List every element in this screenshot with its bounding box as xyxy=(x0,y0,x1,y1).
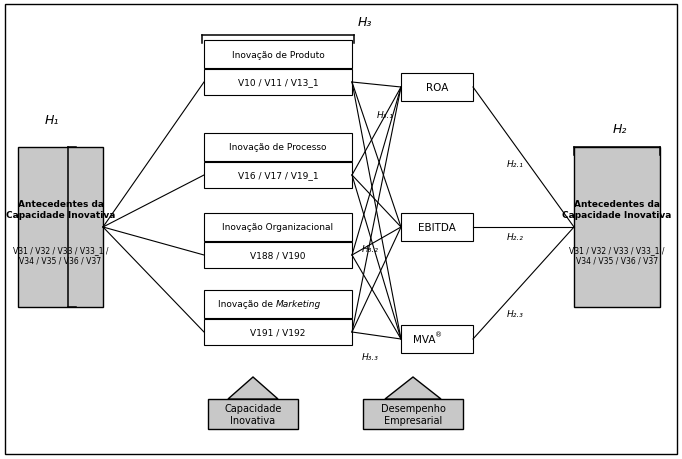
Text: H₃: H₃ xyxy=(358,16,372,28)
Text: V16 / V17 / V19_1: V16 / V17 / V19_1 xyxy=(238,171,318,180)
Bar xyxy=(363,399,463,429)
Text: H₁: H₁ xyxy=(45,113,59,126)
Text: V191 / V192: V191 / V192 xyxy=(250,328,306,337)
Text: Inovação de: Inovação de xyxy=(218,300,276,309)
Text: H₂.₂: H₂.₂ xyxy=(507,233,524,242)
Text: H₃.₂: H₃.₂ xyxy=(361,245,379,254)
Text: Inovação de Produto: Inovação de Produto xyxy=(232,50,325,59)
Bar xyxy=(204,70,352,96)
Polygon shape xyxy=(228,377,278,399)
Text: Capacidade
Inovativa: Capacidade Inovativa xyxy=(224,403,282,425)
Text: Antecedentes da
Capacidade Inovativa: Antecedentes da Capacidade Inovativa xyxy=(563,200,672,219)
Text: V31 / V32 / V33 / V33_1 /
V34 / V35 / V36 / V37: V31 / V32 / V33 / V33_1 / V34 / V35 / V3… xyxy=(569,246,665,265)
Text: MVA: MVA xyxy=(413,334,435,344)
Bar xyxy=(204,213,352,241)
Bar xyxy=(204,319,352,345)
Text: Inovação de Processo: Inovação de Processo xyxy=(229,143,327,152)
Text: EBITDA: EBITDA xyxy=(418,223,456,233)
Text: V188 / V190: V188 / V190 xyxy=(250,251,306,260)
Bar xyxy=(18,148,103,308)
Text: H₃.₁: H₃.₁ xyxy=(376,111,394,120)
Bar xyxy=(401,325,473,353)
Bar xyxy=(401,213,473,241)
Text: V31 / V32 / V33 / V33_1 /
V34 / V35 / V36 / V37: V31 / V32 / V33 / V33_1 / V34 / V35 / V3… xyxy=(13,246,108,265)
Bar xyxy=(204,242,352,269)
Text: V10 / V11 / V13_1: V10 / V11 / V13_1 xyxy=(238,78,318,87)
Text: ®: ® xyxy=(435,331,442,337)
Bar xyxy=(204,134,352,162)
Bar xyxy=(204,41,352,69)
Text: Inovação Organizacional: Inovação Organizacional xyxy=(222,223,333,232)
Text: Antecedentes da
Capacidade Inovativa: Antecedentes da Capacidade Inovativa xyxy=(6,200,115,219)
Text: ROA: ROA xyxy=(426,83,448,93)
Text: Marketing: Marketing xyxy=(276,300,321,309)
Text: H₂.₁: H₂.₁ xyxy=(507,160,524,169)
Bar xyxy=(204,291,352,318)
Text: Desempenho
Empresarial: Desempenho Empresarial xyxy=(381,403,445,425)
Bar xyxy=(208,399,298,429)
Bar xyxy=(574,148,660,308)
Text: H₂.₃: H₂.₃ xyxy=(507,310,524,319)
Text: H₃.₃: H₃.₃ xyxy=(361,353,379,362)
Polygon shape xyxy=(385,377,441,399)
Bar xyxy=(401,74,473,102)
Bar xyxy=(204,162,352,189)
Text: H₂: H₂ xyxy=(613,123,627,136)
